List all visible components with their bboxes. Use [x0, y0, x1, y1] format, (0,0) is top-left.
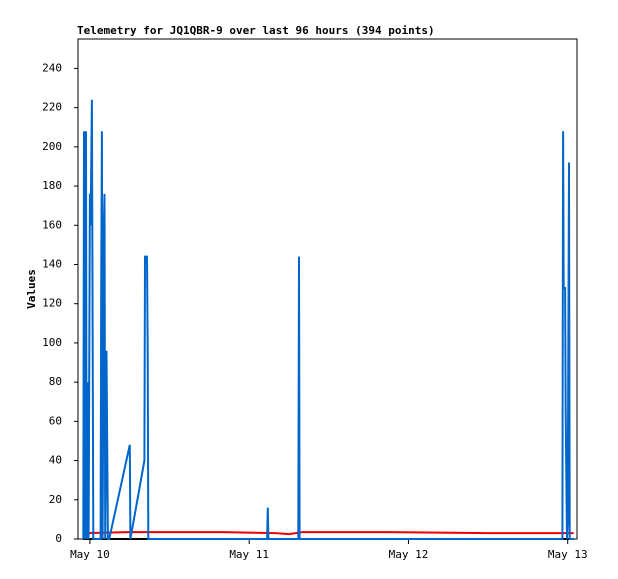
y-tick-label: 240	[42, 61, 62, 74]
x-tick-label: May 12	[389, 548, 429, 561]
y-tick-label: 180	[42, 179, 62, 192]
y-tick-label: 40	[49, 454, 62, 467]
x-tick-label: May 11	[229, 548, 269, 561]
series-line	[82, 99, 574, 540]
y-tick-label: 200	[42, 140, 62, 153]
y-tick-label: 0	[55, 532, 62, 545]
y-tick-label: 60	[49, 414, 62, 427]
series-line	[83, 531, 574, 536]
y-tick-label: 80	[49, 375, 62, 388]
y-tick-label: 140	[42, 257, 62, 270]
chart-title: Telemetry for JQ1QBR-9 over last 96 hour…	[77, 24, 435, 37]
y-tick-label: 220	[42, 101, 62, 114]
y-tick-label: 120	[42, 297, 62, 310]
y-tick-label: 100	[42, 336, 62, 349]
y-tick-label: 160	[42, 218, 62, 231]
x-tick-label: May 13	[548, 548, 588, 561]
y-axis-label: Values	[25, 269, 38, 309]
y-tick-label: 20	[49, 493, 62, 506]
x-tick-label: May 10	[70, 548, 110, 561]
